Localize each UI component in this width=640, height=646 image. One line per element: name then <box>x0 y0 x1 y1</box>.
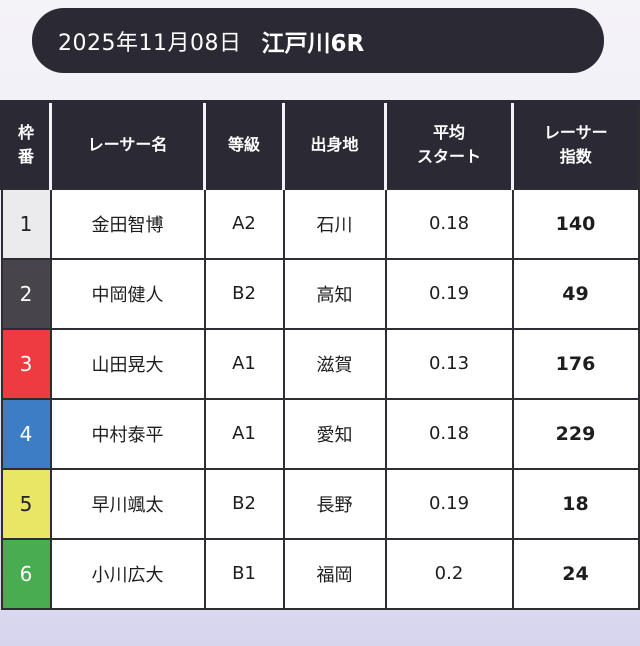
avg-start: 0.13 <box>384 327 514 400</box>
avg-start: 0.18 <box>384 397 514 470</box>
col-header-name: レーサー名 <box>49 100 205 190</box>
racer-grade: A1 <box>203 327 285 400</box>
racer-index: 18 <box>511 467 640 540</box>
racer-grade: A1 <box>203 397 285 470</box>
waku-number: 2 <box>0 257 52 330</box>
racer-name: 金田智博 <box>49 187 206 260</box>
table-row: 1 金田智博 A2 石川 0.18 140 <box>0 187 640 260</box>
waku-number: 5 <box>0 467 52 540</box>
table-body: 1 金田智博 A2 石川 0.18 140 2 中岡健人 B2 高知 0.19 … <box>0 187 640 610</box>
racer-origin: 福岡 <box>282 537 387 610</box>
col-header-origin: 出身地 <box>282 100 386 190</box>
racer-origin: 愛知 <box>282 397 387 470</box>
col-header-avg-start: 平均 スタート <box>384 100 513 190</box>
col-header-index: レーサー 指数 <box>511 100 639 190</box>
header-row: 枠 番 レーサー名 等級 出身地 平均 スタート レーサー 指数 <box>0 100 639 190</box>
waku-number: 4 <box>0 397 52 470</box>
racer-origin: 高知 <box>282 257 387 330</box>
table-row: 3 山田晃大 A1 滋賀 0.13 176 <box>0 327 640 400</box>
racer-index: 49 <box>511 257 640 330</box>
racer-grade: A2 <box>203 187 285 260</box>
racer-grade: B2 <box>203 467 285 540</box>
racer-name: 山田晃大 <box>49 327 206 400</box>
table-row: 4 中村泰平 A1 愛知 0.18 229 <box>0 397 640 470</box>
col-header-grade: 等級 <box>203 100 284 190</box>
racer-name: 中村泰平 <box>49 397 206 470</box>
racer-name: 小川広大 <box>49 537 206 610</box>
waku-number: 1 <box>0 187 52 260</box>
table-header: 枠 番 レーサー名 等級 出身地 平均 スタート レーサー 指数 <box>0 100 639 190</box>
waku-number: 3 <box>0 327 52 400</box>
racer-origin: 石川 <box>282 187 387 260</box>
col-header-waku: 枠 番 <box>0 100 51 190</box>
table-row: 6 小川広大 B1 福岡 0.2 24 <box>0 537 640 610</box>
avg-start: 0.19 <box>384 467 514 540</box>
avg-start: 0.2 <box>384 537 514 610</box>
racer-index: 140 <box>511 187 640 260</box>
waku-number: 6 <box>0 537 52 610</box>
racer-origin: 滋賀 <box>282 327 387 400</box>
racer-index: 24 <box>511 537 640 610</box>
racer-table: 枠 番 レーサー名 等級 出身地 平均 スタート レーサー 指数 1 金田智博 … <box>0 100 640 610</box>
race-banner: 2025年11月08日 江戸川6R <box>32 8 604 73</box>
racer-name: 早川颯太 <box>49 467 206 540</box>
race-title: 江戸川6R <box>261 30 365 57</box>
race-date: 2025年11月08日 <box>58 30 242 56</box>
racer-origin: 長野 <box>282 467 387 540</box>
racer-index: 229 <box>511 397 640 470</box>
table-row: 2 中岡健人 B2 高知 0.19 49 <box>0 257 640 330</box>
racer-name: 中岡健人 <box>49 257 206 330</box>
table-row: 5 早川颯太 B2 長野 0.19 18 <box>0 467 640 540</box>
racer-grade: B2 <box>203 257 285 330</box>
racer-index: 176 <box>511 327 640 400</box>
racer-grade: B1 <box>203 537 285 610</box>
avg-start: 0.18 <box>384 187 514 260</box>
avg-start: 0.19 <box>384 257 514 330</box>
